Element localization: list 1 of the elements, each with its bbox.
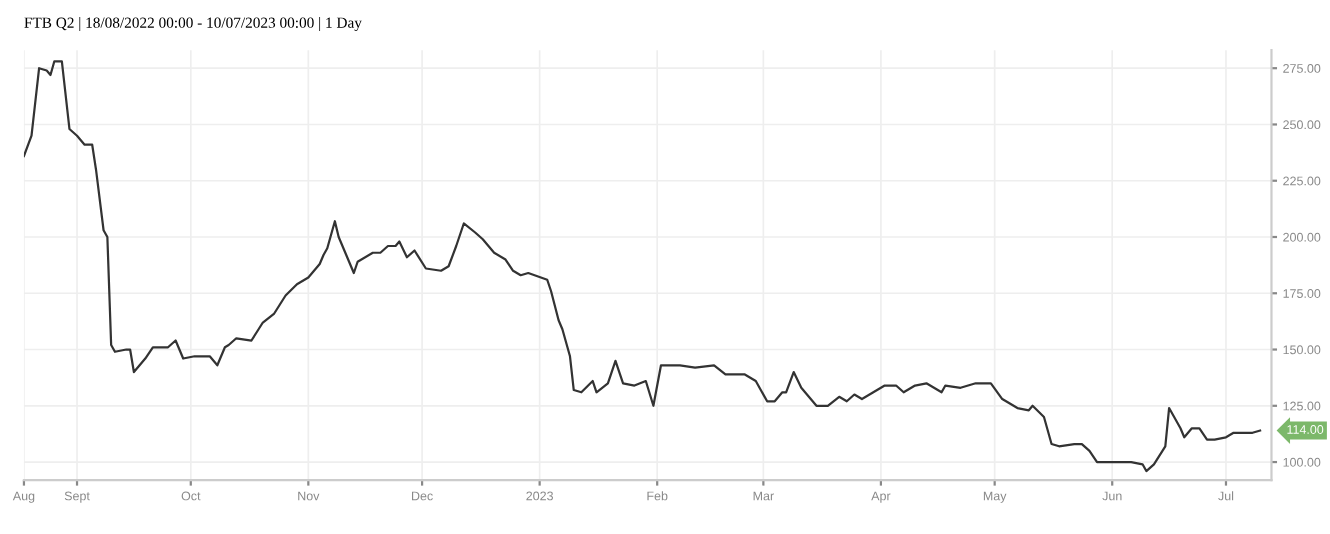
- line-series: [23, 60, 1262, 473]
